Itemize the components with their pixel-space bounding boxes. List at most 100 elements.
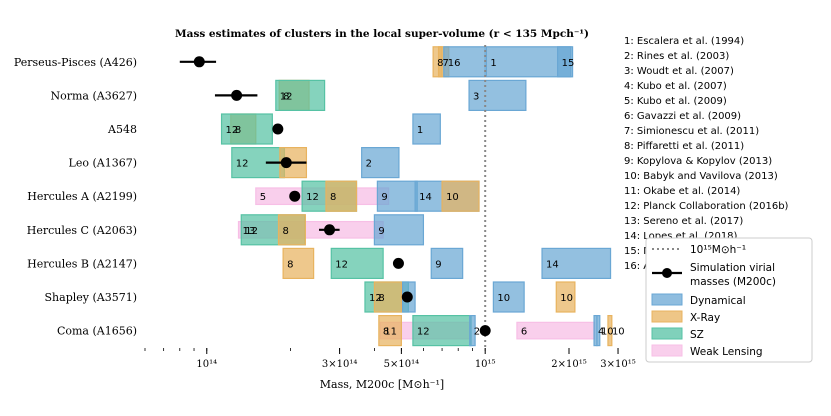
band-label-ref10: 10 [560, 293, 573, 304]
band-label-ref8: 8 [378, 293, 384, 304]
reference-item-2: 2: Rines et al. (2003) [624, 51, 729, 62]
band-dynamical-ref2 [469, 315, 476, 347]
band-label-ref12: 12 [306, 192, 319, 203]
reference-item-5: 5: Kubo et al. (2009) [624, 96, 727, 107]
simulation-markers [179, 56, 491, 337]
band-lensing-ref6 [516, 321, 596, 340]
band-xray-ref8 [277, 214, 306, 246]
reference-item-10: 10: Babyk and Vavilova (2013) [624, 171, 778, 182]
cluster-label-3: Leo (A1367) [69, 157, 137, 170]
band-sz-ref12 [330, 247, 384, 279]
band-label-ref9: 9 [435, 259, 441, 270]
band-label-ref8: 8 [287, 259, 293, 270]
band-sz-ref12 [220, 113, 273, 145]
legend-label-xray: X-Ray [690, 312, 720, 324]
band-label-ref5: 5 [260, 192, 266, 203]
band-label-ref12: 12 [417, 327, 430, 338]
reference-item-6: 6: Gavazzi et al. (2009) [624, 111, 741, 122]
band-label-ref13: 13 [242, 226, 255, 237]
cluster-labels: Perseus-Pisces (A426) Norma (A3627) A548 Le… [14, 56, 137, 338]
band-label-ref10: 10 [601, 327, 614, 338]
x-axis: 10¹⁴ 3×10¹⁴ 5×10¹⁴ 10¹⁵ 2×10¹⁵ 3×10¹⁵ [144, 348, 636, 370]
band-label-ref11: 11 [384, 327, 397, 338]
legend-label-sz: SZ [690, 329, 704, 341]
reference-item-3: 3: Woudt et al. (2007) [624, 66, 734, 77]
interval-band-labels: 8716115812381211282512891410131289812914… [226, 58, 625, 338]
legend-swatch-dynamical [651, 293, 683, 306]
band-label-ref2: 2 [366, 159, 372, 170]
band-label-ref10: 10 [612, 327, 625, 338]
legend-box [645, 237, 813, 363]
sim-marker-5 [324, 224, 336, 236]
cluster-label-1: Norma (A3627) [50, 89, 137, 102]
legend-label-lensing: Weak Lensing [690, 346, 763, 358]
band-xray-ref10 [441, 180, 480, 212]
cluster-label-5: Hercules C (A2063) [27, 224, 137, 237]
band-label-ref12: 12 [226, 125, 239, 136]
reference-item-1: 1: Escalera et al. (1994) [624, 36, 744, 47]
band-dynamical-ref1 [412, 113, 441, 145]
band-label-ref16: 16 [448, 58, 461, 69]
x-tick-label-4: 2×10¹⁵ [551, 359, 586, 370]
band-dynamical-ref9 [376, 180, 418, 212]
cluster-label-6: Hercules B (A2147) [27, 257, 137, 270]
sim-marker-7 [401, 291, 413, 303]
band-label-ref12: 12 [280, 91, 293, 102]
band-xray-ref8 [325, 180, 358, 212]
cluster-label-7: Shapley (A3571) [45, 291, 137, 304]
reference-item-14: 14: Lopes et al. (2018) [624, 231, 738, 242]
band-label-ref8: 8 [283, 91, 289, 102]
reference-item-9: 9: Kopylova & Kopylov (2013) [624, 156, 772, 167]
reference-item-4: 4: Kubo et al. (2007) [624, 81, 727, 92]
legend-swatch-lensing [651, 344, 683, 357]
reference-item-13: 13: Sereno et al. (2017) [624, 216, 743, 227]
cluster-label-8: Coma (A1656) [57, 325, 137, 338]
legend-simulation-label-2: masses (M200c) [690, 276, 776, 288]
band-label-ref9: 9 [381, 192, 387, 203]
band-xray-ref8 [378, 315, 402, 347]
band-label-ref4: 4 [598, 327, 604, 338]
cluster-label-2: A548 [107, 123, 137, 136]
band-label-ref12: 12 [369, 293, 382, 304]
x-tick-label-3: 10¹⁵ [475, 359, 496, 370]
sim-marker-6 [392, 257, 404, 269]
band-label-ref8: 8 [330, 192, 336, 203]
legend-simulation-label-1: Simulation virial [690, 262, 775, 274]
legend-sim-marker-swatch [662, 268, 672, 278]
sim-marker-2 [272, 123, 284, 135]
band-dynamical-ref9 [373, 214, 425, 246]
band-label-ref6: 6 [521, 327, 527, 338]
band-label-ref7: 7 [443, 58, 449, 69]
x-axis-label: Mass, M200c [M⊙h⁻¹] [320, 378, 444, 391]
band-xray-ref8 [373, 281, 402, 313]
band-label-ref12: 12 [335, 259, 348, 270]
cluster-label-4: Hercules A (A2199) [27, 190, 137, 203]
reference-item-12: 12: Planck Collaboration (2016b) [624, 201, 789, 212]
sim-marker-3 [280, 157, 292, 169]
band-label-ref14: 14 [419, 192, 432, 203]
band-label-ref12: 12 [236, 159, 249, 170]
sim-marker-0 [193, 56, 205, 68]
band-label-ref10: 10 [497, 293, 510, 304]
legend: 10¹⁵M⊙h⁻¹ Simulation virial masses (M200c)… [645, 237, 813, 363]
band-label-ref1: 1 [490, 58, 496, 69]
band-label-ref12: 12 [245, 226, 258, 237]
band-dynamical-ref10 [492, 281, 525, 313]
band-dynamical-ref14 [541, 247, 612, 279]
band-dynamical-ref10 [596, 315, 601, 347]
band-xray-ref8 [282, 247, 315, 279]
chart-title: Mass estimates of clusters in the local … [175, 28, 589, 40]
band-label-ref15: 15 [562, 58, 575, 69]
band-dynamical-ref2 [361, 147, 400, 179]
sim-marker-1 [231, 89, 243, 101]
band-dynamical-ref3 [468, 79, 527, 112]
reference-item-11: 11: Okabe et al. (2014) [624, 186, 740, 197]
reference-list: 1: Escalera et al. (1994) 2: Rines et al.… [624, 36, 789, 272]
band-label-ref3: 3 [473, 91, 479, 102]
legend-label-dynamical: Dynamical [690, 295, 746, 307]
band-label-ref14: 14 [546, 259, 559, 270]
reference-item-8: 8: Piffaretti et al. (2011) [624, 141, 744, 152]
legend-reference-label: 10¹⁵M⊙h⁻¹ [690, 244, 746, 256]
band-label-ref8: 8 [235, 125, 241, 136]
sim-marker-8 [479, 325, 491, 337]
